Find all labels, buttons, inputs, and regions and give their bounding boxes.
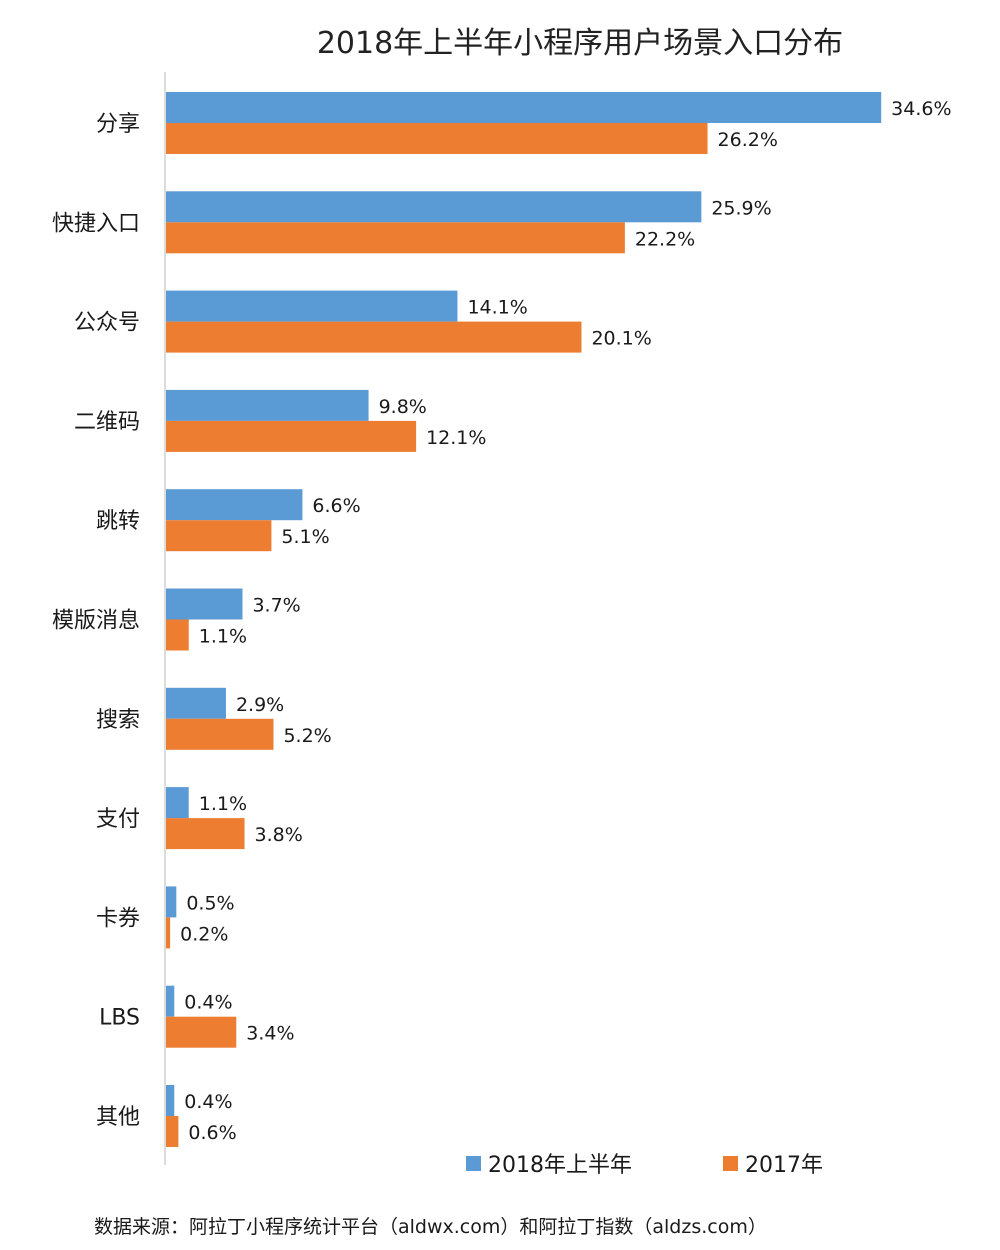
data-label: 5.2%	[283, 725, 331, 747]
bar-2017	[166, 818, 245, 850]
bar-2017	[166, 1116, 179, 1147]
category-label: 其他	[96, 1105, 140, 1130]
source-note: 数据来源：阿拉丁小程序统计平台（aldwx.com）和阿拉丁指数（aldzs.c…	[94, 1216, 767, 1238]
data-label: 34.6%	[891, 98, 951, 120]
data-label: 3.7%	[252, 595, 300, 617]
data-label: 0.6%	[188, 1122, 236, 1144]
bar-2018h1	[166, 687, 226, 719]
category-label: 分享	[96, 112, 140, 137]
bar-2017	[166, 321, 582, 353]
legend-swatch	[723, 1156, 738, 1171]
data-label: 25.9%	[711, 197, 771, 219]
legend-label: 2018年上半年	[488, 1153, 632, 1178]
data-label: 1.1%	[199, 793, 247, 815]
data-label: 0.2%	[180, 923, 228, 945]
data-label: 20.1%	[591, 328, 651, 350]
legend-label: 2017年	[745, 1153, 823, 1178]
bar-2018h1	[166, 389, 369, 421]
bar-2018h1	[166, 191, 702, 223]
category-label: 跳转	[96, 509, 140, 534]
bar-2018h1	[166, 886, 177, 918]
bar-2018h1	[166, 985, 175, 1017]
legend: 2018年上半年 2017年	[466, 1153, 823, 1178]
data-label: 3.4%	[246, 1023, 294, 1045]
data-label: 26.2%	[718, 129, 778, 151]
bar-2017	[166, 718, 274, 750]
data-label: 9.8%	[379, 396, 427, 418]
data-label: 0.4%	[184, 1091, 232, 1113]
bar-2017	[166, 917, 171, 949]
bar-2017	[166, 123, 708, 154]
bar-2017	[166, 222, 625, 254]
data-label: 1.1%	[199, 626, 247, 648]
data-label: 2.9%	[236, 694, 284, 716]
bar-2017	[166, 619, 189, 651]
data-label: 22.2%	[635, 228, 695, 250]
bar-2017	[166, 1016, 237, 1048]
category-label: 二维码	[74, 410, 140, 435]
category-label: 搜索	[96, 708, 140, 733]
data-label: 0.5%	[186, 892, 234, 914]
data-label: 5.1%	[281, 526, 329, 548]
data-label: 6.6%	[312, 495, 360, 517]
category-label: LBS	[99, 1006, 140, 1031]
bar-2017	[166, 520, 272, 552]
bar-2018h1	[166, 290, 458, 322]
category-label: 模版消息	[52, 609, 140, 634]
category-label: 快捷入口	[52, 211, 140, 236]
data-label: 0.4%	[184, 992, 232, 1014]
category-label: 公众号	[74, 311, 140, 336]
bar-2018h1	[166, 1085, 175, 1116]
bar-2018h1	[166, 489, 303, 521]
bar-2017	[166, 420, 417, 452]
data-label: 14.1%	[467, 297, 527, 319]
category-label: 卡券	[96, 906, 140, 931]
bar-2018h1	[166, 92, 882, 123]
bar-group: 分享 34.6% 26.2% 快捷入口 25.9% 22.2% 公众号 14.1% 20.1% 二…	[52, 92, 952, 1147]
legend-swatch	[466, 1156, 481, 1171]
data-label: 12.1%	[426, 427, 486, 449]
bar-2018h1	[166, 588, 243, 620]
bar-2018h1	[166, 787, 189, 819]
chart-title: 2018年上半年小程序用户场景入口分布	[316, 26, 844, 61]
data-label: 3.8%	[255, 824, 303, 846]
category-label: 支付	[96, 807, 140, 832]
